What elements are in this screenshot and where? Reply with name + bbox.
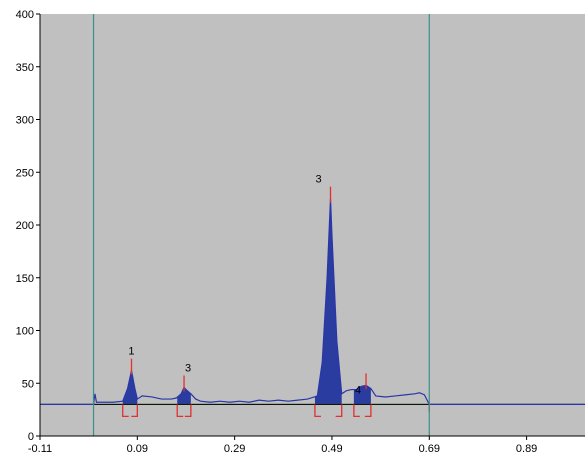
x-tick-label: 0.09	[127, 443, 148, 454]
y-tick-label: 100	[16, 326, 34, 338]
peak-end-marker-2	[184, 404, 192, 417]
x-tick-label: -0.11	[28, 443, 52, 454]
peak-label-1: 1	[128, 346, 134, 358]
y-tick-label: 250	[16, 167, 34, 179]
peak-area-3	[314, 208, 342, 405]
peak-end-marker-4	[364, 404, 372, 417]
axes: 0 50 100 150 200 250 300 350 400 -0.11 0.09 0.29 0.4…	[16, 9, 585, 454]
x-tick-label: 0.49	[321, 443, 342, 454]
peak-area-4	[353, 385, 371, 405]
peak-label-4: 4	[355, 384, 361, 396]
peak-start-marker-2	[176, 404, 184, 417]
peak-start-marker-1	[122, 404, 129, 417]
x-tick-label: 0.29	[224, 443, 245, 454]
peak-area-2	[177, 387, 191, 405]
y-tick-label: 150	[16, 273, 34, 285]
plot-area	[40, 14, 585, 436]
x-tick-label: 0.69	[419, 443, 440, 454]
y-tick-label: 50	[22, 378, 34, 390]
x-tick-label: 0.89	[516, 443, 537, 454]
peak-area-1	[122, 370, 138, 405]
y-tick-label: 0	[28, 431, 34, 443]
integration-markers	[122, 186, 430, 417]
y-tick-label: 200	[16, 220, 34, 232]
signal-trace	[40, 198, 585, 405]
peak-start-marker-4	[353, 404, 360, 417]
peak-label-3: 3	[315, 174, 321, 186]
y-tick-label: 300	[16, 115, 34, 127]
vertical-lines	[92, 14, 430, 436]
trace-layer	[40, 198, 585, 405]
y-tick-label: 350	[16, 62, 34, 74]
peak-end-marker-3	[335, 404, 343, 417]
y-tick-label: 400	[16, 9, 34, 21]
peak-start-marker-3	[314, 404, 321, 417]
peak-labels: 1 3 3 4	[128, 174, 361, 397]
peak-label-2: 3	[185, 362, 191, 374]
peak-end-marker-1	[131, 404, 138, 417]
peaks-layer	[122, 208, 371, 405]
